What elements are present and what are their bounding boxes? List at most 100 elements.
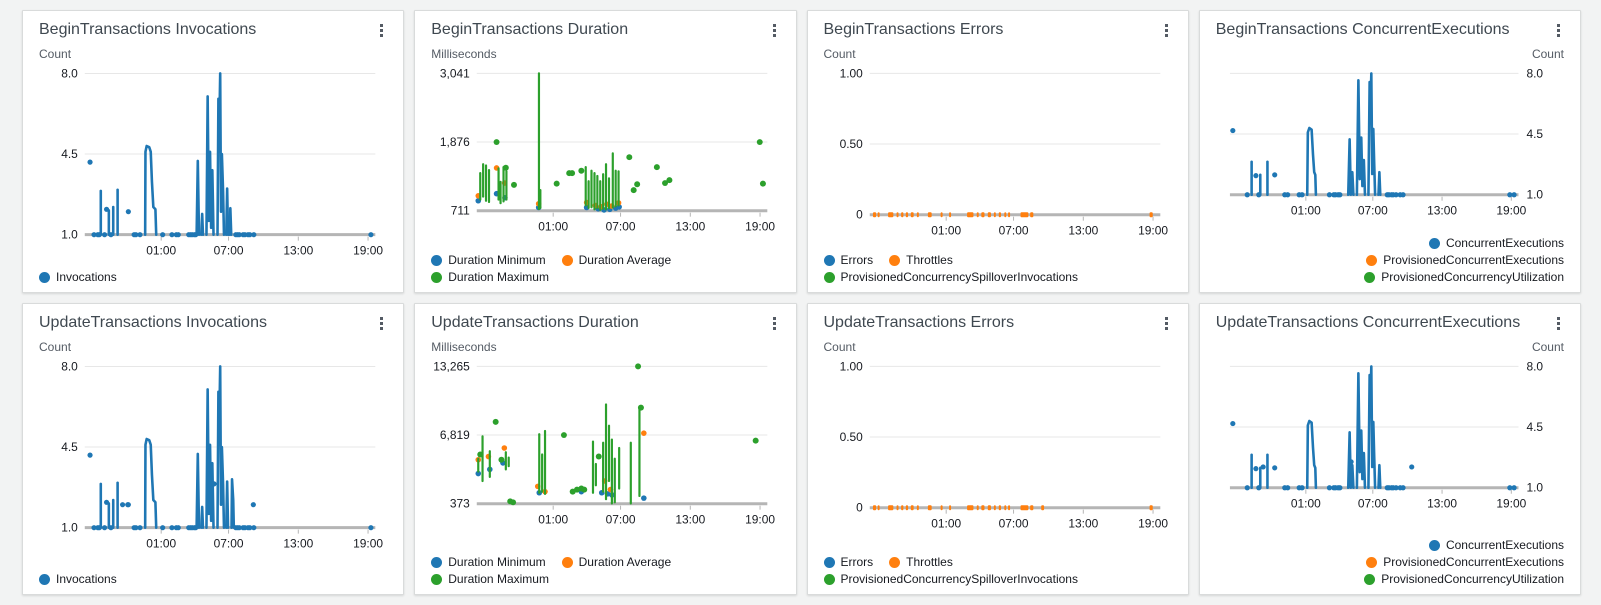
svg-text:13:00: 13:00 — [1427, 497, 1457, 511]
y-axis-unit-label: Milliseconds — [431, 340, 497, 354]
legend-color-dot — [431, 271, 443, 283]
legend-color-dot — [1364, 573, 1376, 585]
legend-label: ProvisionedConcurrencyUtilization — [1381, 572, 1564, 586]
legend-label: Duration Minimum — [448, 253, 546, 267]
legend-color-dot — [39, 271, 50, 283]
legend-label: ProvisionedConcurrentExecutions — [1383, 555, 1564, 569]
svg-text:8.0: 8.0 — [61, 359, 78, 373]
legend-color-dot — [1366, 254, 1378, 266]
svg-text:1.00: 1.00 — [839, 359, 863, 373]
svg-text:19:00: 19:00 — [1138, 224, 1168, 238]
legend-label: ProvisionedConcurrencySpilloverInvocatio… — [840, 572, 1078, 586]
legend-label: Duration Maximum — [448, 572, 549, 586]
legend-color-dot — [431, 573, 443, 585]
legend-item[interactable]: ProvisionedConcurrencyUtilization — [1364, 572, 1564, 586]
legend-label: Errors — [840, 555, 874, 569]
svg-text:13:00: 13:00 — [1068, 224, 1098, 238]
svg-text:07:00: 07:00 — [1358, 204, 1388, 218]
y-axis-unit-label: Count — [823, 47, 856, 61]
kebab-menu-icon[interactable] — [769, 314, 780, 333]
legend-item[interactable]: Duration Average — [561, 555, 671, 569]
legend-item[interactable]: ProvisionedConcurrentExecutions — [1366, 555, 1564, 569]
svg-text:13:00: 13:00 — [676, 220, 706, 234]
svg-text:0.50: 0.50 — [839, 430, 863, 444]
kebab-menu-icon[interactable] — [376, 314, 387, 333]
chart-plot-area[interactable]: 1.00 0.50 0 01:00 07:00 13:00 19:00 — [824, 356, 1172, 541]
svg-text:0.50: 0.50 — [839, 137, 863, 151]
chart-legend: Duration Minimum Duration Average Durati… — [431, 251, 779, 284]
panel-updatetransactions-invocations: UpdateTransactions Invocations Count 8.0… — [22, 303, 405, 595]
svg-text:01:00: 01:00 — [931, 517, 961, 531]
chart-plot-area[interactable]: 13,265 6,819 373 01:00 07:00 13:00 19:00 — [431, 356, 779, 536]
svg-text:01:00: 01:00 — [538, 220, 568, 234]
kebab-menu-icon[interactable] — [1553, 314, 1564, 333]
svg-text:13:00: 13:00 — [283, 244, 313, 258]
chart-title: UpdateTransactions Errors — [823, 314, 1015, 331]
legend-item[interactable]: Duration Minimum — [431, 555, 546, 569]
kebab-menu-icon[interactable] — [1161, 314, 1172, 333]
chart-title: BeginTransactions Invocations — [39, 21, 257, 38]
chart-title: UpdateTransactions ConcurrentExecutions — [1215, 314, 1521, 331]
legend-label: Duration Average — [578, 253, 672, 267]
legend-color-dot — [823, 573, 835, 585]
svg-text:3,041: 3,041 — [440, 66, 470, 80]
legend-color-dot — [561, 556, 573, 568]
kebab-menu-icon[interactable] — [1553, 21, 1564, 40]
legend-item[interactable]: Errors — [823, 555, 874, 569]
chart-plot-area[interactable]: 8.0 4.5 1.0 01:00 07:00 13:00 19:00 — [39, 63, 387, 268]
chart-title: BeginTransactions Duration — [431, 21, 629, 38]
legend-item[interactable]: ConcurrentExecutions — [1428, 538, 1564, 552]
kebab-menu-icon[interactable] — [769, 21, 780, 40]
legend-item[interactable]: Duration Minimum — [431, 253, 546, 267]
legend-label: Throttles — [906, 555, 953, 569]
kebab-menu-icon[interactable] — [376, 21, 387, 40]
panel-header: UpdateTransactions Invocations — [39, 314, 387, 333]
svg-text:13:00: 13:00 — [676, 513, 706, 527]
chart-plot-area[interactable]: 3,041 1,876 711 01:00 07:00 13:00 19:00 — [431, 63, 779, 243]
svg-text:19:00: 19:00 — [1138, 517, 1168, 531]
svg-text:01:00: 01:00 — [931, 224, 961, 238]
panel-updatetransactions-concurrentexecutions: UpdateTransactions ConcurrentExecutions … — [1198, 303, 1581, 595]
legend-item[interactable]: Errors — [823, 253, 873, 267]
svg-text:711: 711 — [451, 204, 470, 218]
legend-item[interactable]: Duration Average — [561, 253, 672, 267]
chart-legend: ConcurrentExecutions ProvisionedConcurre… — [1216, 234, 1564, 284]
legend-item[interactable]: Duration Maximum — [431, 270, 549, 284]
svg-text:07:00: 07:00 — [998, 517, 1028, 531]
legend-item[interactable]: ProvisionedConcurrencyUtilization — [1364, 270, 1564, 284]
legend-color-dot — [1364, 271, 1376, 283]
legend-item[interactable]: Throttles — [889, 253, 953, 267]
chart-plot-area[interactable]: 8.0 4.5 1.0 01:00 07:00 13:00 19:00 — [39, 356, 387, 561]
chart-plot-area[interactable]: 1.00 0.50 0 01:00 07:00 13:00 19:00 — [824, 63, 1172, 248]
chart-plot-area[interactable]: 8.0 4.5 1.0 01:00 07:00 13:00 19:00 — [1216, 356, 1564, 521]
svg-text:8.0: 8.0 — [1526, 66, 1543, 80]
legend-item[interactable]: ProvisionedConcurrentExecutions — [1366, 253, 1564, 267]
legend-color-dot — [889, 254, 901, 266]
legend-color-dot — [39, 573, 50, 585]
panel-begintransactions-invocations: BeginTransactions Invocations Count 8.0 4… — [22, 10, 405, 293]
chart-title: UpdateTransactions Duration — [431, 314, 639, 331]
svg-text:4.5: 4.5 — [61, 440, 78, 454]
legend-color-dot — [823, 271, 835, 283]
panel-header: BeginTransactions Invocations — [39, 21, 387, 40]
legend-color-dot — [431, 254, 443, 266]
legend-color-dot — [823, 556, 835, 568]
svg-text:1.00: 1.00 — [839, 66, 863, 80]
legend-item[interactable]: Invocations — [39, 572, 117, 586]
legend-item[interactable]: Throttles — [889, 555, 953, 569]
svg-text:19:00: 19:00 — [353, 537, 383, 551]
legend-item[interactable]: Duration Maximum — [431, 572, 549, 586]
kebab-menu-icon[interactable] — [1161, 21, 1172, 40]
chart-plot-area[interactable]: 8.0 4.5 1.0 01:00 07:00 13:00 19:00 — [1216, 63, 1564, 228]
svg-text:373: 373 — [450, 497, 470, 511]
legend-item[interactable]: Invocations — [39, 270, 117, 284]
legend-item[interactable]: ProvisionedConcurrencySpilloverInvocatio… — [823, 270, 1078, 284]
svg-text:0: 0 — [856, 501, 863, 515]
legend-item[interactable]: ProvisionedConcurrencySpilloverInvocatio… — [823, 572, 1078, 586]
legend-item[interactable]: ConcurrentExecutions — [1428, 236, 1564, 250]
legend-label: ProvisionedConcurrencyUtilization — [1381, 270, 1564, 284]
svg-text:1,876: 1,876 — [440, 135, 470, 149]
svg-text:13:00: 13:00 — [1068, 517, 1098, 531]
svg-text:1.0: 1.0 — [1526, 188, 1543, 202]
